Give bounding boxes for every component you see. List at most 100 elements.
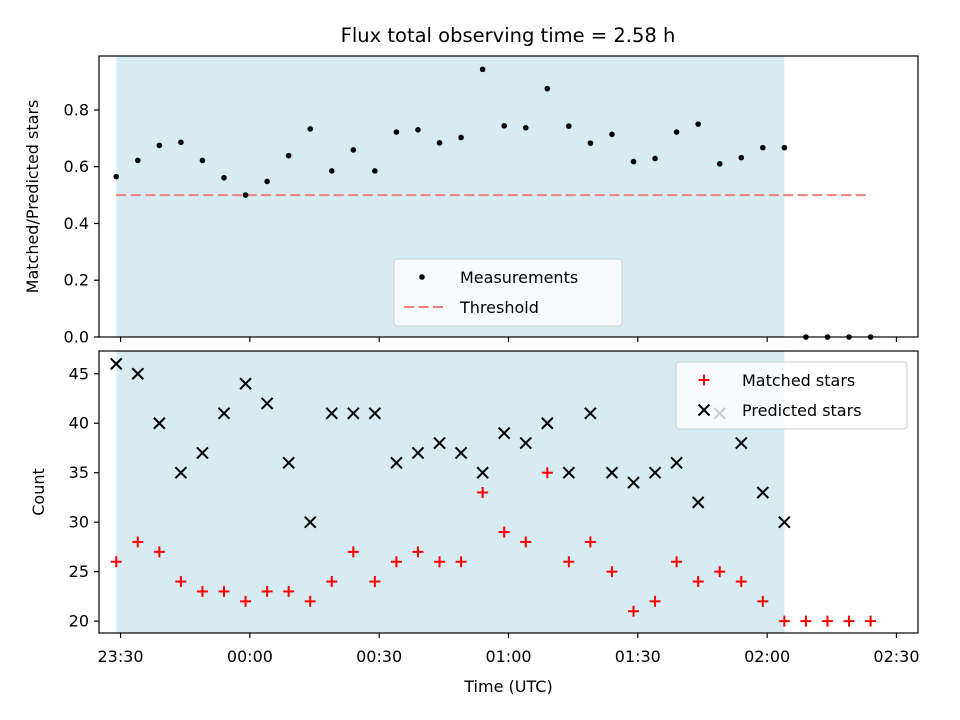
legend-label: Threshold bbox=[459, 298, 539, 317]
predicted-star-point bbox=[756, 486, 770, 499]
matched-star-point bbox=[326, 576, 338, 588]
matched-star-point bbox=[347, 546, 359, 558]
measurement-point bbox=[544, 85, 551, 92]
measurement-point bbox=[328, 168, 335, 174]
predicted-star-point bbox=[131, 367, 145, 380]
matched-star-point bbox=[584, 536, 596, 548]
measurement-point bbox=[501, 123, 507, 129]
matched-star-point bbox=[520, 536, 532, 548]
measurement-point bbox=[609, 131, 615, 138]
measurement-point bbox=[436, 140, 443, 146]
matched-star-point bbox=[843, 615, 855, 627]
legend-box bbox=[393, 258, 623, 327]
predicted-star-point bbox=[778, 515, 791, 529]
x-tick-label: 02:00 bbox=[744, 647, 790, 666]
measurement-point bbox=[242, 192, 249, 198]
measurement-point bbox=[716, 161, 723, 167]
matched-star-point bbox=[692, 576, 704, 588]
measurement-point bbox=[156, 142, 163, 149]
legend: Measurements Threshold bbox=[393, 258, 623, 327]
legend-label: Predicted stars bbox=[742, 401, 862, 420]
predicted-star-point bbox=[648, 466, 662, 479]
measurement-point bbox=[458, 134, 464, 141]
measurement-point bbox=[199, 157, 206, 164]
x-tick-label: 00:30 bbox=[356, 647, 402, 666]
matched-star-point bbox=[628, 605, 640, 617]
predicted-star-point bbox=[110, 357, 123, 371]
y-tick-label: 0.8 bbox=[64, 100, 89, 119]
predicted-star-point bbox=[325, 407, 338, 420]
measurement-point bbox=[695, 121, 701, 127]
measurement-point bbox=[285, 152, 292, 159]
measurement-point bbox=[415, 126, 421, 133]
measurement-point bbox=[264, 178, 270, 185]
figure-title: Flux total observing time = 2.58 h bbox=[341, 24, 676, 47]
matched-star-point bbox=[778, 615, 790, 627]
legend-box bbox=[675, 361, 908, 430]
matched-star-point bbox=[865, 615, 877, 627]
predicted-star-point bbox=[347, 407, 360, 420]
x-tick-label: 01:00 bbox=[485, 647, 531, 666]
x-tick-label: 01:30 bbox=[615, 647, 661, 666]
matched-star-point bbox=[196, 585, 208, 597]
y-tick-label: 30 bbox=[69, 513, 89, 532]
predicted-star-point bbox=[368, 407, 382, 420]
measurement-point bbox=[350, 147, 357, 153]
predicted-star-point bbox=[735, 436, 748, 450]
matched-star-point bbox=[304, 595, 316, 607]
predicted-star-point bbox=[282, 456, 295, 470]
measurement-point bbox=[522, 125, 529, 131]
predicted-star-point bbox=[584, 407, 597, 420]
matched-star-point bbox=[369, 576, 381, 588]
matched-star-point bbox=[175, 576, 187, 588]
matched-star-point bbox=[477, 486, 489, 498]
x-tick-label: 23:30 bbox=[97, 647, 143, 666]
y-axis-label: Count bbox=[29, 468, 48, 516]
measurement-point bbox=[134, 157, 141, 164]
predicted-star-point bbox=[196, 446, 209, 460]
y-tick-label: 0.0 bbox=[64, 328, 89, 347]
legend-measurement-marker bbox=[419, 274, 425, 280]
measurement-point bbox=[178, 139, 184, 146]
predicted-star-point bbox=[174, 466, 188, 479]
matched-star-point bbox=[498, 526, 510, 538]
matched-star-point bbox=[735, 576, 747, 588]
y-tick-label: 20 bbox=[69, 612, 89, 631]
predicted-star-point bbox=[411, 446, 425, 460]
matched-star-point bbox=[412, 546, 424, 558]
predicted-star-point bbox=[390, 456, 403, 470]
legend-label: Measurements bbox=[460, 268, 578, 287]
measurement-point bbox=[630, 158, 637, 165]
matched-star-point bbox=[132, 536, 144, 548]
measurement-point bbox=[738, 154, 745, 161]
matched-star-point bbox=[671, 556, 683, 568]
matched-star-point bbox=[110, 556, 122, 568]
measurement-point bbox=[566, 123, 572, 129]
y-tick-label: 40 bbox=[69, 414, 89, 433]
matched-star-point bbox=[563, 556, 575, 568]
matched-star-point bbox=[821, 615, 833, 627]
predicted-star-point bbox=[691, 496, 705, 509]
predicted-star-point bbox=[153, 417, 166, 430]
measurement-point bbox=[479, 66, 486, 73]
predicted-star-point bbox=[497, 426, 511, 440]
predicted-star-point bbox=[541, 417, 554, 430]
matched-star-point bbox=[714, 566, 726, 578]
y-tick-label: 45 bbox=[69, 364, 89, 383]
predicted-star-point bbox=[627, 476, 640, 489]
x-tick-label: 00:00 bbox=[227, 647, 273, 666]
predicted-star-point bbox=[454, 446, 468, 460]
measurement-point bbox=[673, 129, 680, 135]
measurement-point bbox=[781, 144, 788, 151]
x-tick-label: 02:30 bbox=[873, 647, 919, 666]
matched-star-point bbox=[800, 615, 812, 627]
shaded-region bbox=[116, 351, 785, 633]
matched-star-point bbox=[261, 585, 273, 597]
predicted-star-point bbox=[670, 456, 683, 470]
matched-star-point bbox=[455, 556, 467, 568]
x-axis-label: Time (UTC) bbox=[463, 677, 552, 696]
matched-star-point bbox=[541, 467, 553, 479]
measurement-point bbox=[221, 174, 227, 181]
measurement-point bbox=[113, 173, 120, 180]
